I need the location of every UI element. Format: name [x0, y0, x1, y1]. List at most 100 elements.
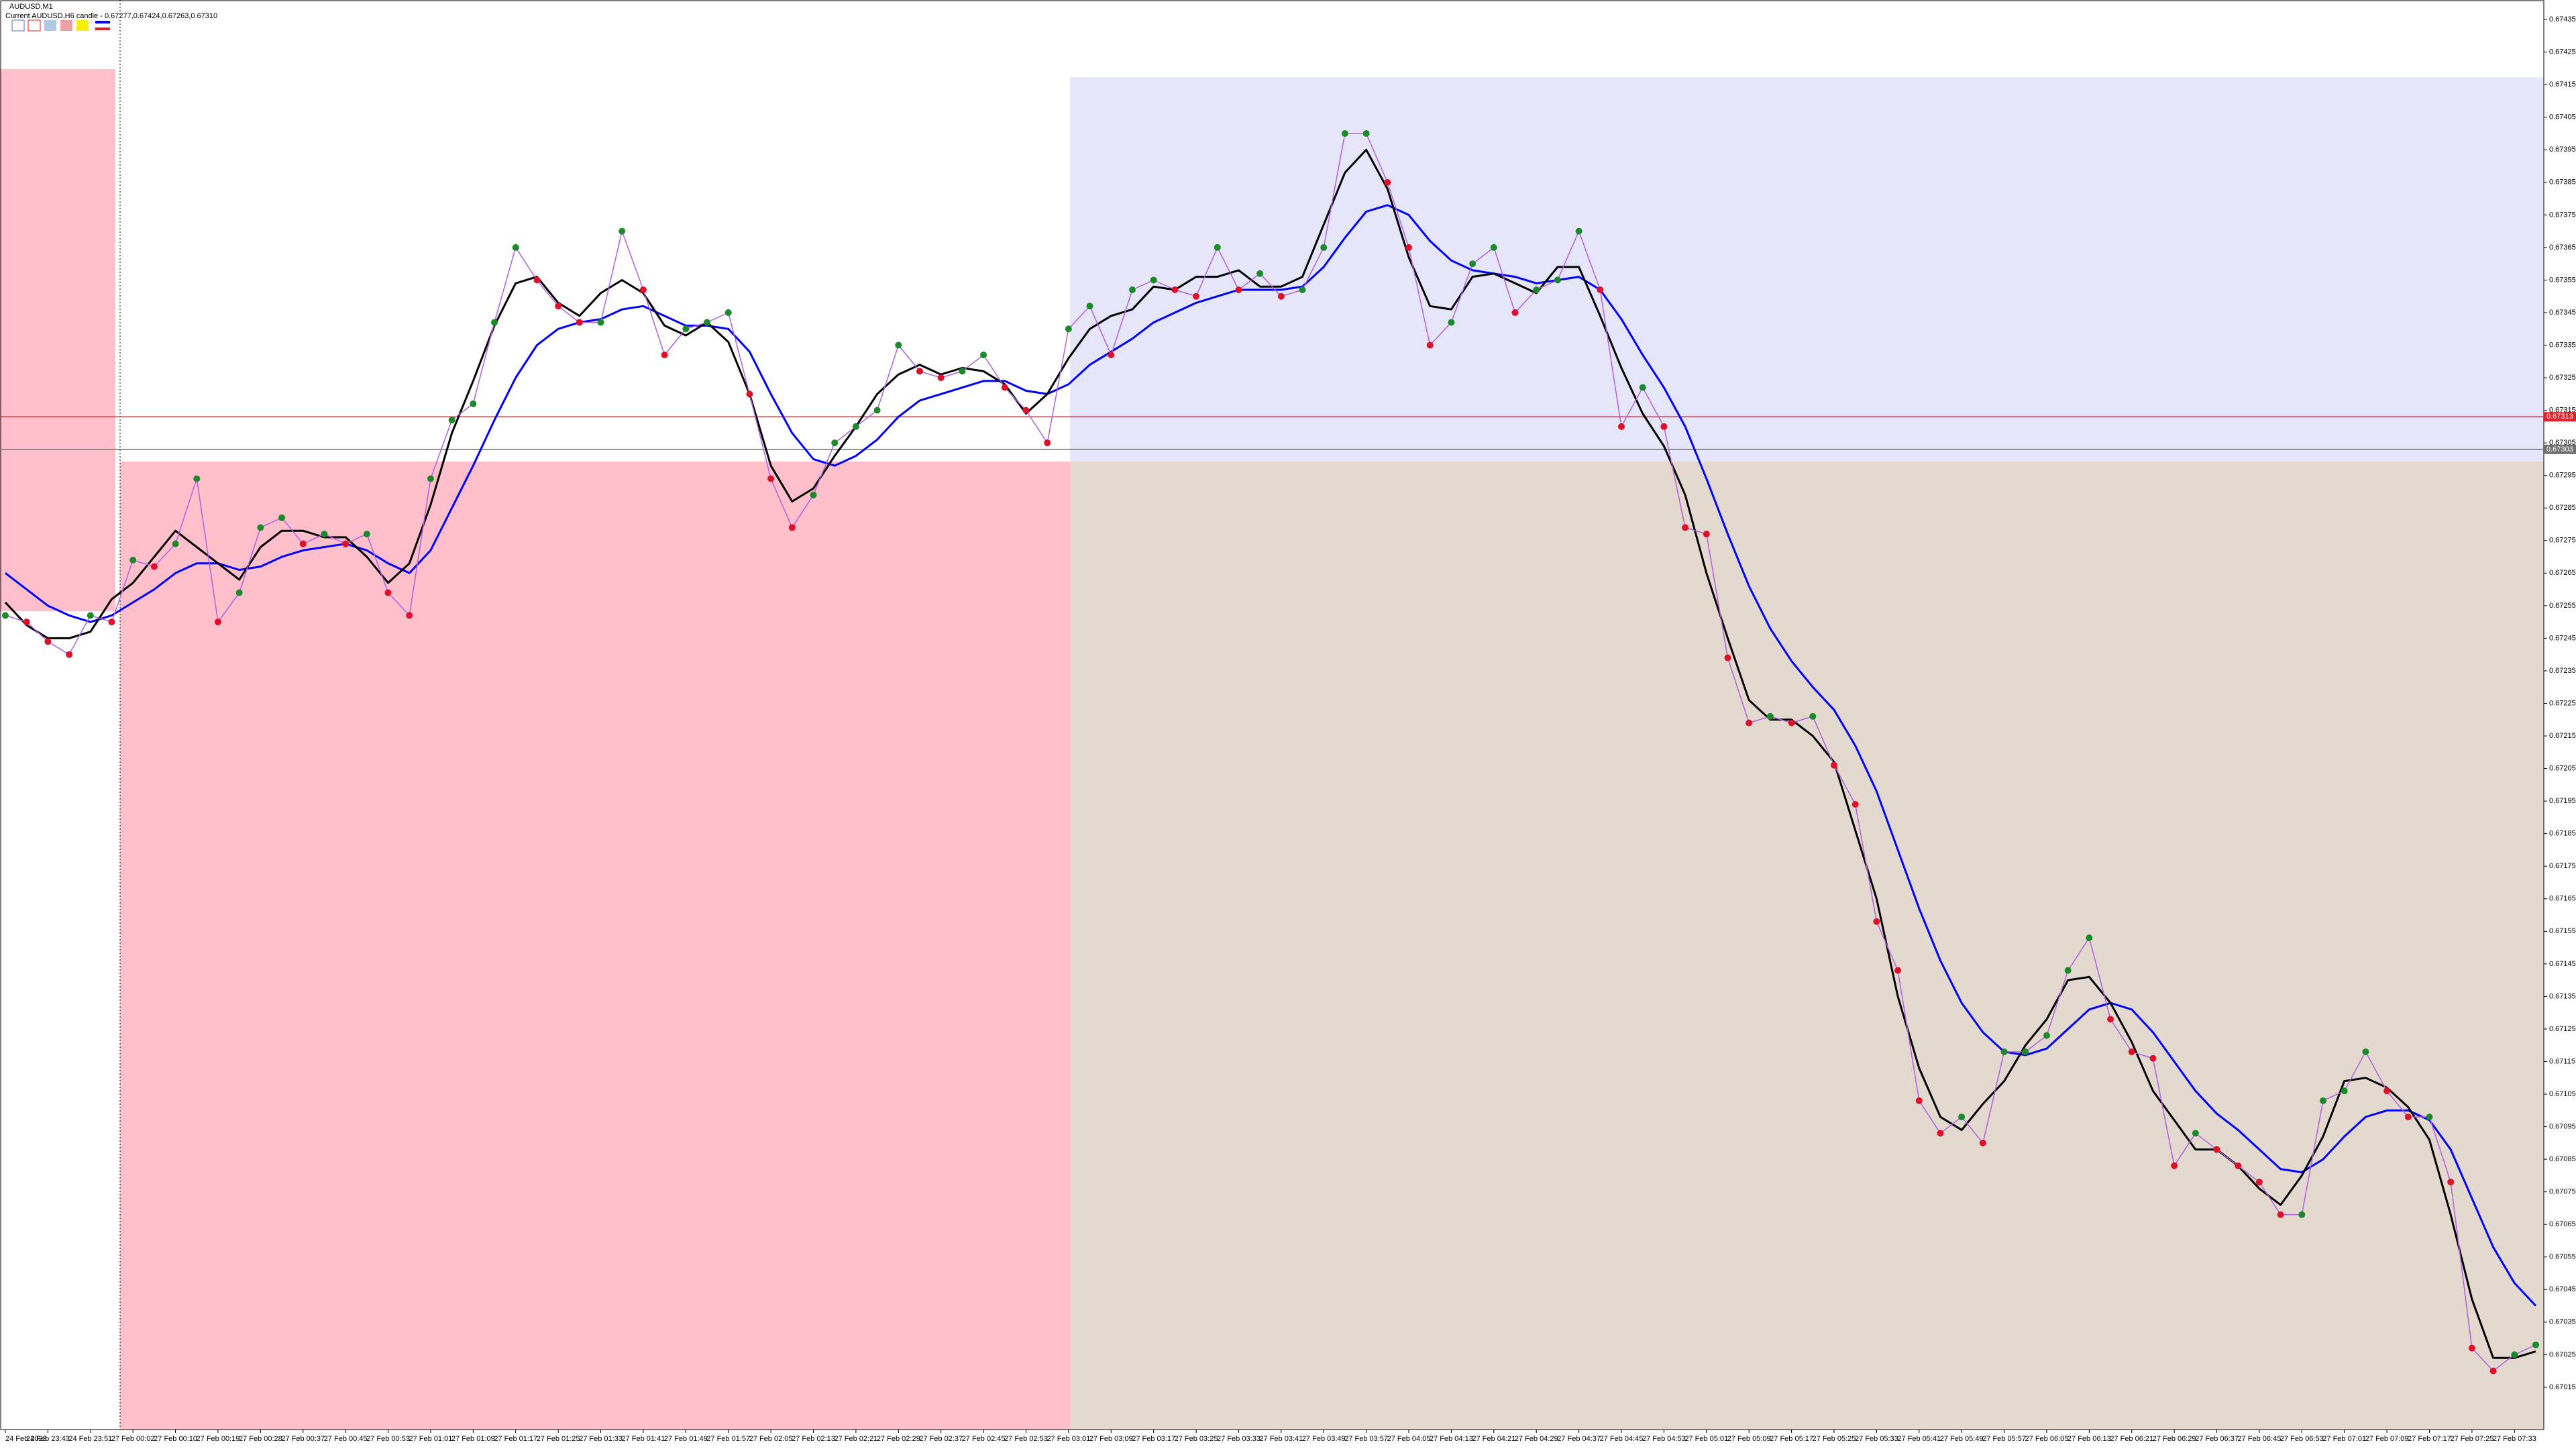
price-point	[2213, 1146, 2220, 1153]
y-tick-label: 0.67025	[2549, 1350, 2576, 1358]
price-point	[1830, 761, 1837, 769]
price-point	[1682, 524, 1689, 531]
price-point	[2000, 1048, 2008, 1055]
price-point	[1639, 384, 1646, 391]
x-tick-label: 27 Feb 04:53	[1642, 1435, 1686, 1443]
price-point	[66, 651, 73, 658]
x-tick-label: 27 Feb 07:33	[2493, 1435, 2536, 1443]
zone-tan	[1070, 462, 2544, 1430]
price-point	[2404, 1113, 2412, 1120]
x-tick-label: 27 Feb 03:57	[1344, 1435, 1388, 1443]
price-point	[2064, 967, 2072, 974]
y-tick-label: 0.67015	[2549, 1383, 2576, 1391]
plot-frame	[0, 0, 2544, 1430]
y-tick-label: 0.67415	[2549, 80, 2576, 89]
price-point	[342, 540, 350, 547]
y-tick-label: 0.67105	[2549, 1090, 2576, 1098]
y-tick-label: 0.67115	[2549, 1057, 2575, 1065]
price-point	[2107, 1016, 2114, 1023]
price-point	[1448, 319, 1455, 326]
price-point	[1660, 423, 1668, 430]
price-point	[1320, 244, 1328, 251]
y-tick-label: 0.67065	[2549, 1220, 2576, 1228]
x-tick-label: 27 Feb 03:09	[1089, 1435, 1133, 1443]
y-tick-label: 0.67075	[2549, 1188, 2576, 1196]
x-tick-label: 27 Feb 01:41	[622, 1435, 665, 1443]
swatch	[28, 19, 41, 32]
price-point	[129, 556, 137, 564]
price-label-box	[2544, 412, 2576, 422]
x-tick-label: 27 Feb 03:01	[1046, 1435, 1090, 1443]
price-point	[2235, 1162, 2242, 1169]
price-point	[2149, 1055, 2157, 1062]
x-tick-label: 27 Feb 01:49	[664, 1435, 708, 1443]
x-tick-label: 27 Feb 05:57	[1982, 1435, 2026, 1443]
zone-pink-left	[0, 69, 115, 611]
y-tick-label: 0.67085	[2549, 1155, 2576, 1163]
price-point	[1809, 712, 1817, 720]
x-tick-label: 27 Feb 05:17	[1770, 1435, 1813, 1443]
price-label: 0.67303	[2546, 445, 2573, 453]
price-point	[2362, 1048, 2369, 1055]
y-tick-label: 0.67405	[2549, 113, 2576, 121]
x-tick-label: 27 Feb 01:09	[451, 1435, 495, 1443]
price-point	[299, 540, 307, 547]
price-point	[2447, 1179, 2455, 1186]
price-point	[1405, 244, 1413, 251]
price-point	[1873, 918, 1880, 925]
y-tick-label: 0.67255	[2549, 602, 2576, 610]
price-point	[619, 227, 626, 235]
y-tick-label: 0.67425	[2549, 48, 2576, 56]
y-tick-label: 0.67135	[2549, 992, 2576, 1000]
price-point	[916, 368, 923, 375]
price-point	[704, 319, 711, 326]
price-point	[2, 612, 9, 619]
y-tick-label: 0.67435	[2549, 15, 2576, 23]
series-line	[5, 133, 2536, 1372]
price-point	[1915, 1097, 1923, 1104]
price-point	[44, 638, 52, 645]
price-point	[257, 524, 264, 531]
y-tick-label: 0.67215	[2549, 732, 2576, 740]
y-tick-label: 0.67055	[2549, 1253, 2576, 1261]
price-point	[2489, 1367, 2497, 1375]
x-tick-label: 27 Feb 05:01	[1684, 1435, 1728, 1443]
x-tick-label: 27 Feb 02:13	[792, 1435, 835, 1443]
x-tick-label: 27 Feb 02:21	[834, 1435, 877, 1443]
y-tick-label: 0.67365	[2549, 244, 2576, 252]
x-tick-label: 27 Feb 06:53	[2280, 1435, 2324, 1443]
price-point	[661, 352, 668, 359]
x-tick-label: 27 Feb 05:41	[1897, 1435, 1941, 1443]
price-point	[2192, 1130, 2199, 1137]
price-point	[235, 589, 243, 596]
price-point	[1788, 719, 1795, 727]
zone-pink	[120, 462, 1070, 1430]
price-point	[384, 589, 392, 596]
x-tick-label: 27 Feb 00:02	[111, 1435, 155, 1443]
price-point	[852, 423, 859, 430]
x-tick-label: 27 Feb 07:01	[2322, 1435, 2366, 1443]
x-tick-label: 27 Feb 03:33	[1217, 1435, 1260, 1443]
x-tick-label: 24 Feb 23:51	[68, 1435, 112, 1443]
x-tick-label: 27 Feb 00:10	[154, 1435, 197, 1443]
price-point	[1193, 292, 1200, 300]
price-point	[278, 514, 286, 521]
y-tick-label: 0.67205	[2549, 765, 2576, 773]
price-point	[597, 319, 604, 326]
y-tick-label: 0.67265	[2549, 569, 2576, 577]
price-point	[1044, 439, 1051, 447]
candle-info: Current AUDUSD,H6 candle - 0.67277,0.674…	[5, 12, 217, 20]
price-label: 0.67313	[2546, 413, 2573, 421]
price-point	[1341, 130, 1348, 138]
x-tick-label: 27 Feb 01:01	[409, 1435, 453, 1443]
y-tick-label: 0.67125	[2549, 1025, 2576, 1033]
price-point	[959, 368, 966, 375]
price-point	[87, 612, 94, 619]
y-tick-label: 0.67355	[2549, 276, 2576, 284]
y-tick-label: 0.67195	[2549, 797, 2576, 805]
price-point	[533, 276, 541, 284]
x-tick-label: 27 Feb 04:29	[1515, 1435, 1558, 1443]
y-tick-label: 0.67385	[2549, 178, 2576, 186]
y-tick-label: 0.67225	[2549, 699, 2576, 707]
price-point	[512, 244, 519, 251]
